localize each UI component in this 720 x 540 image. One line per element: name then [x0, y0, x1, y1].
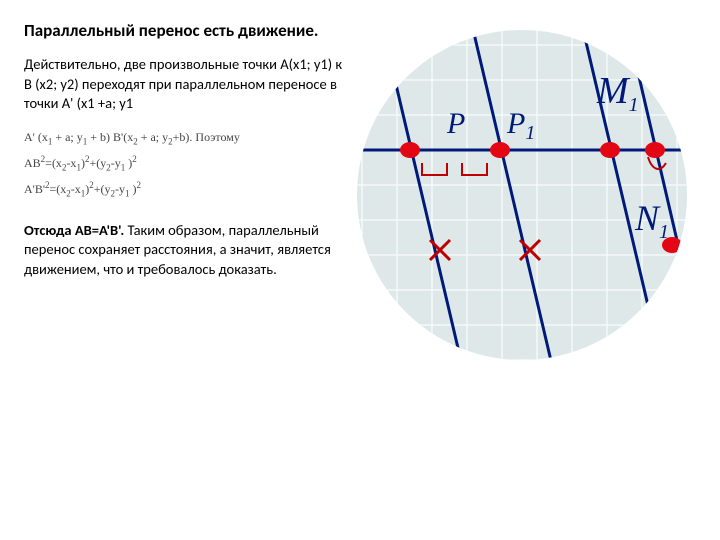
label-p: P: [446, 107, 465, 140]
formula-line-2: AB2=(x2-x1)2+(y2-y1 )2: [24, 154, 344, 172]
left-column: Действительно, две произвольные точки А(…: [24, 55, 352, 365]
dot-p: [400, 142, 420, 158]
content-row: Действительно, две произвольные точки А(…: [24, 55, 696, 365]
dot-m1: [600, 142, 620, 158]
intro-text: Действительно, две произвольные точки А(…: [24, 55, 344, 114]
conclusion-text: Отсюда АВ=А'В'. Таким образом, параллель…: [24, 221, 344, 280]
formula-line-1: A' (x1 + a; y1 + b) B'(x2 + a; y2+b). По…: [24, 130, 344, 146]
conclusion-bold: Отсюда АВ=А'В'.: [24, 221, 128, 239]
diagram: P P1 M1 N1 M: [352, 25, 692, 365]
dot-p1: [490, 142, 510, 158]
formula-block: A' (x1 + a; y1 + b) B'(x2 + a; y2+b). По…: [24, 130, 344, 199]
formula-line-3: A'B'2=(x2-x1)2+(y2-y1 )2: [24, 180, 344, 198]
dot-right: [645, 142, 665, 158]
